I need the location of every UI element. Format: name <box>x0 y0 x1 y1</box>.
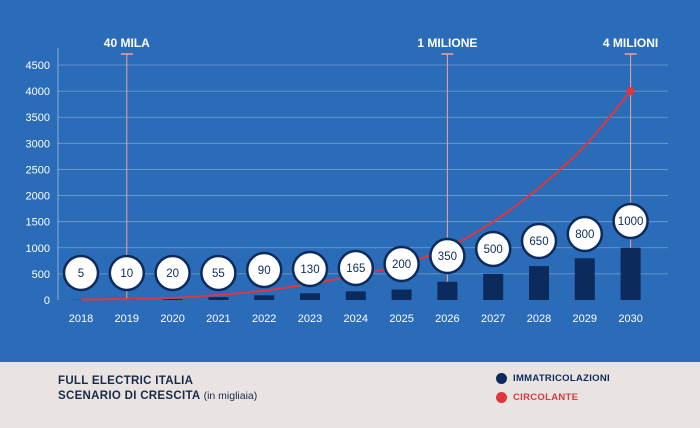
bubble-value-label: 650 <box>529 236 548 248</box>
value-bubble <box>474 230 512 268</box>
x-tick-label: 2018 <box>69 313 93 325</box>
x-tick-label: 2025 <box>389 313 413 325</box>
bubbles: 5 10 20 55 90 130 165 200 350 500 650 800 1000 <box>62 202 649 292</box>
bar <box>345 291 366 300</box>
bar <box>620 247 641 300</box>
x-tick-label: 2020 <box>160 313 184 325</box>
bubble-value-label: 350 <box>438 251 457 263</box>
y-tick-label: 2500 <box>26 164 50 176</box>
y-tick-label: 500 <box>32 269 50 281</box>
x-tick-label: 2023 <box>298 313 322 325</box>
grid-lines <box>57 48 668 300</box>
bars <box>71 247 641 300</box>
legend-label-immatricolazioni: IMMATRICOLAZIONI <box>513 373 610 384</box>
bubble-value-label: 1000 <box>618 216 644 228</box>
annotation-label: 40 MILA <box>104 36 150 50</box>
legend-dot-immatricolazioni <box>496 373 507 384</box>
bubble-value-label: 165 <box>346 263 365 275</box>
bubble-value-label: 5 <box>78 268 84 280</box>
bar <box>162 298 183 300</box>
value-bubble <box>520 222 558 260</box>
value-bubble <box>566 215 604 253</box>
value-bubble <box>245 251 283 289</box>
footer: FULL ELECTRIC ITALIA SCENARIO DI CRESCIT… <box>0 362 700 428</box>
x-tick-label: 2022 <box>252 313 276 325</box>
bubble-value-label: 200 <box>392 259 411 271</box>
x-tick-label: 2027 <box>481 313 505 325</box>
y-axis-ticks: 0 500 1000 1500 2000 2500 3000 3500 4000 4500 <box>26 60 50 307</box>
y-tick-label: 0 <box>44 295 50 307</box>
bubble-value-label: 20 <box>166 268 179 280</box>
bar <box>574 258 595 300</box>
bar <box>300 293 320 300</box>
bar <box>529 266 549 300</box>
bubble-value-label: 90 <box>258 265 271 277</box>
bubble-value-label: 500 <box>484 244 503 256</box>
bubble-value-label: 130 <box>300 264 319 276</box>
value-bubble <box>612 202 649 240</box>
bubble-value-label: 55 <box>212 268 225 280</box>
value-bubble <box>200 254 237 292</box>
chart-title: FULL ELECTRIC ITALIA <box>58 375 194 387</box>
value-bubble <box>429 237 466 275</box>
y-tick-label: 4500 <box>26 60 50 72</box>
x-tick-label: 2024 <box>344 313 368 325</box>
x-tick-label: 2026 <box>435 313 459 325</box>
circolante-endpoint <box>626 87 635 96</box>
x-tick-label: 2019 <box>115 313 139 325</box>
chart-subtitle-line: SCENARIO DI CRESCITA (in migliaia) <box>58 390 257 402</box>
x-tick-label: 2021 <box>206 313 230 325</box>
x-tick-label: 2030 <box>618 313 642 325</box>
legend-dot-circolante <box>496 392 507 403</box>
y-tick-label: 1000 <box>26 243 50 255</box>
bar <box>254 295 275 300</box>
annotation-label: 1 MILIONE <box>417 36 477 50</box>
y-tick-label: 3000 <box>26 138 50 150</box>
chart-subtitle-note: (in migliaia) <box>203 390 258 402</box>
value-bubble <box>383 245 420 283</box>
value-bubble <box>108 254 146 292</box>
annotation-label: 4 MILIONI <box>603 36 658 50</box>
bar <box>208 297 229 300</box>
value-bubble <box>154 254 191 292</box>
value-bubble <box>62 254 100 292</box>
y-tick-label: 1500 <box>26 217 50 229</box>
bubble-value-label: 800 <box>575 229 594 241</box>
y-tick-label: 4000 <box>26 86 50 98</box>
bar <box>437 281 458 300</box>
value-bubble <box>337 249 375 287</box>
bar <box>391 289 412 300</box>
x-tick-label: 2029 <box>573 313 597 325</box>
chart-area: 0 500 1000 1500 2000 2500 3000 3500 4000 4500 201… <box>0 0 700 362</box>
legend-label-circolante: CIRCOLANTE <box>513 392 579 403</box>
x-tick-label: 2028 <box>527 313 551 325</box>
value-bubble <box>291 250 329 288</box>
chart-subtitle: SCENARIO DI CRESCITA <box>58 390 201 402</box>
bubble-value-label: 10 <box>120 268 133 280</box>
legend-item-immatricolazioni: IMMATRICOLAZIONI <box>496 373 610 384</box>
legend-item-circolante: CIRCOLANTE <box>496 392 578 403</box>
y-tick-label: 3500 <box>26 112 50 124</box>
bar <box>483 273 504 300</box>
x-axis-ticks: 2018 2019 2020 2021 2022 2023 2024 2025 2026 2027… <box>69 313 643 325</box>
y-tick-label: 2000 <box>26 191 50 203</box>
